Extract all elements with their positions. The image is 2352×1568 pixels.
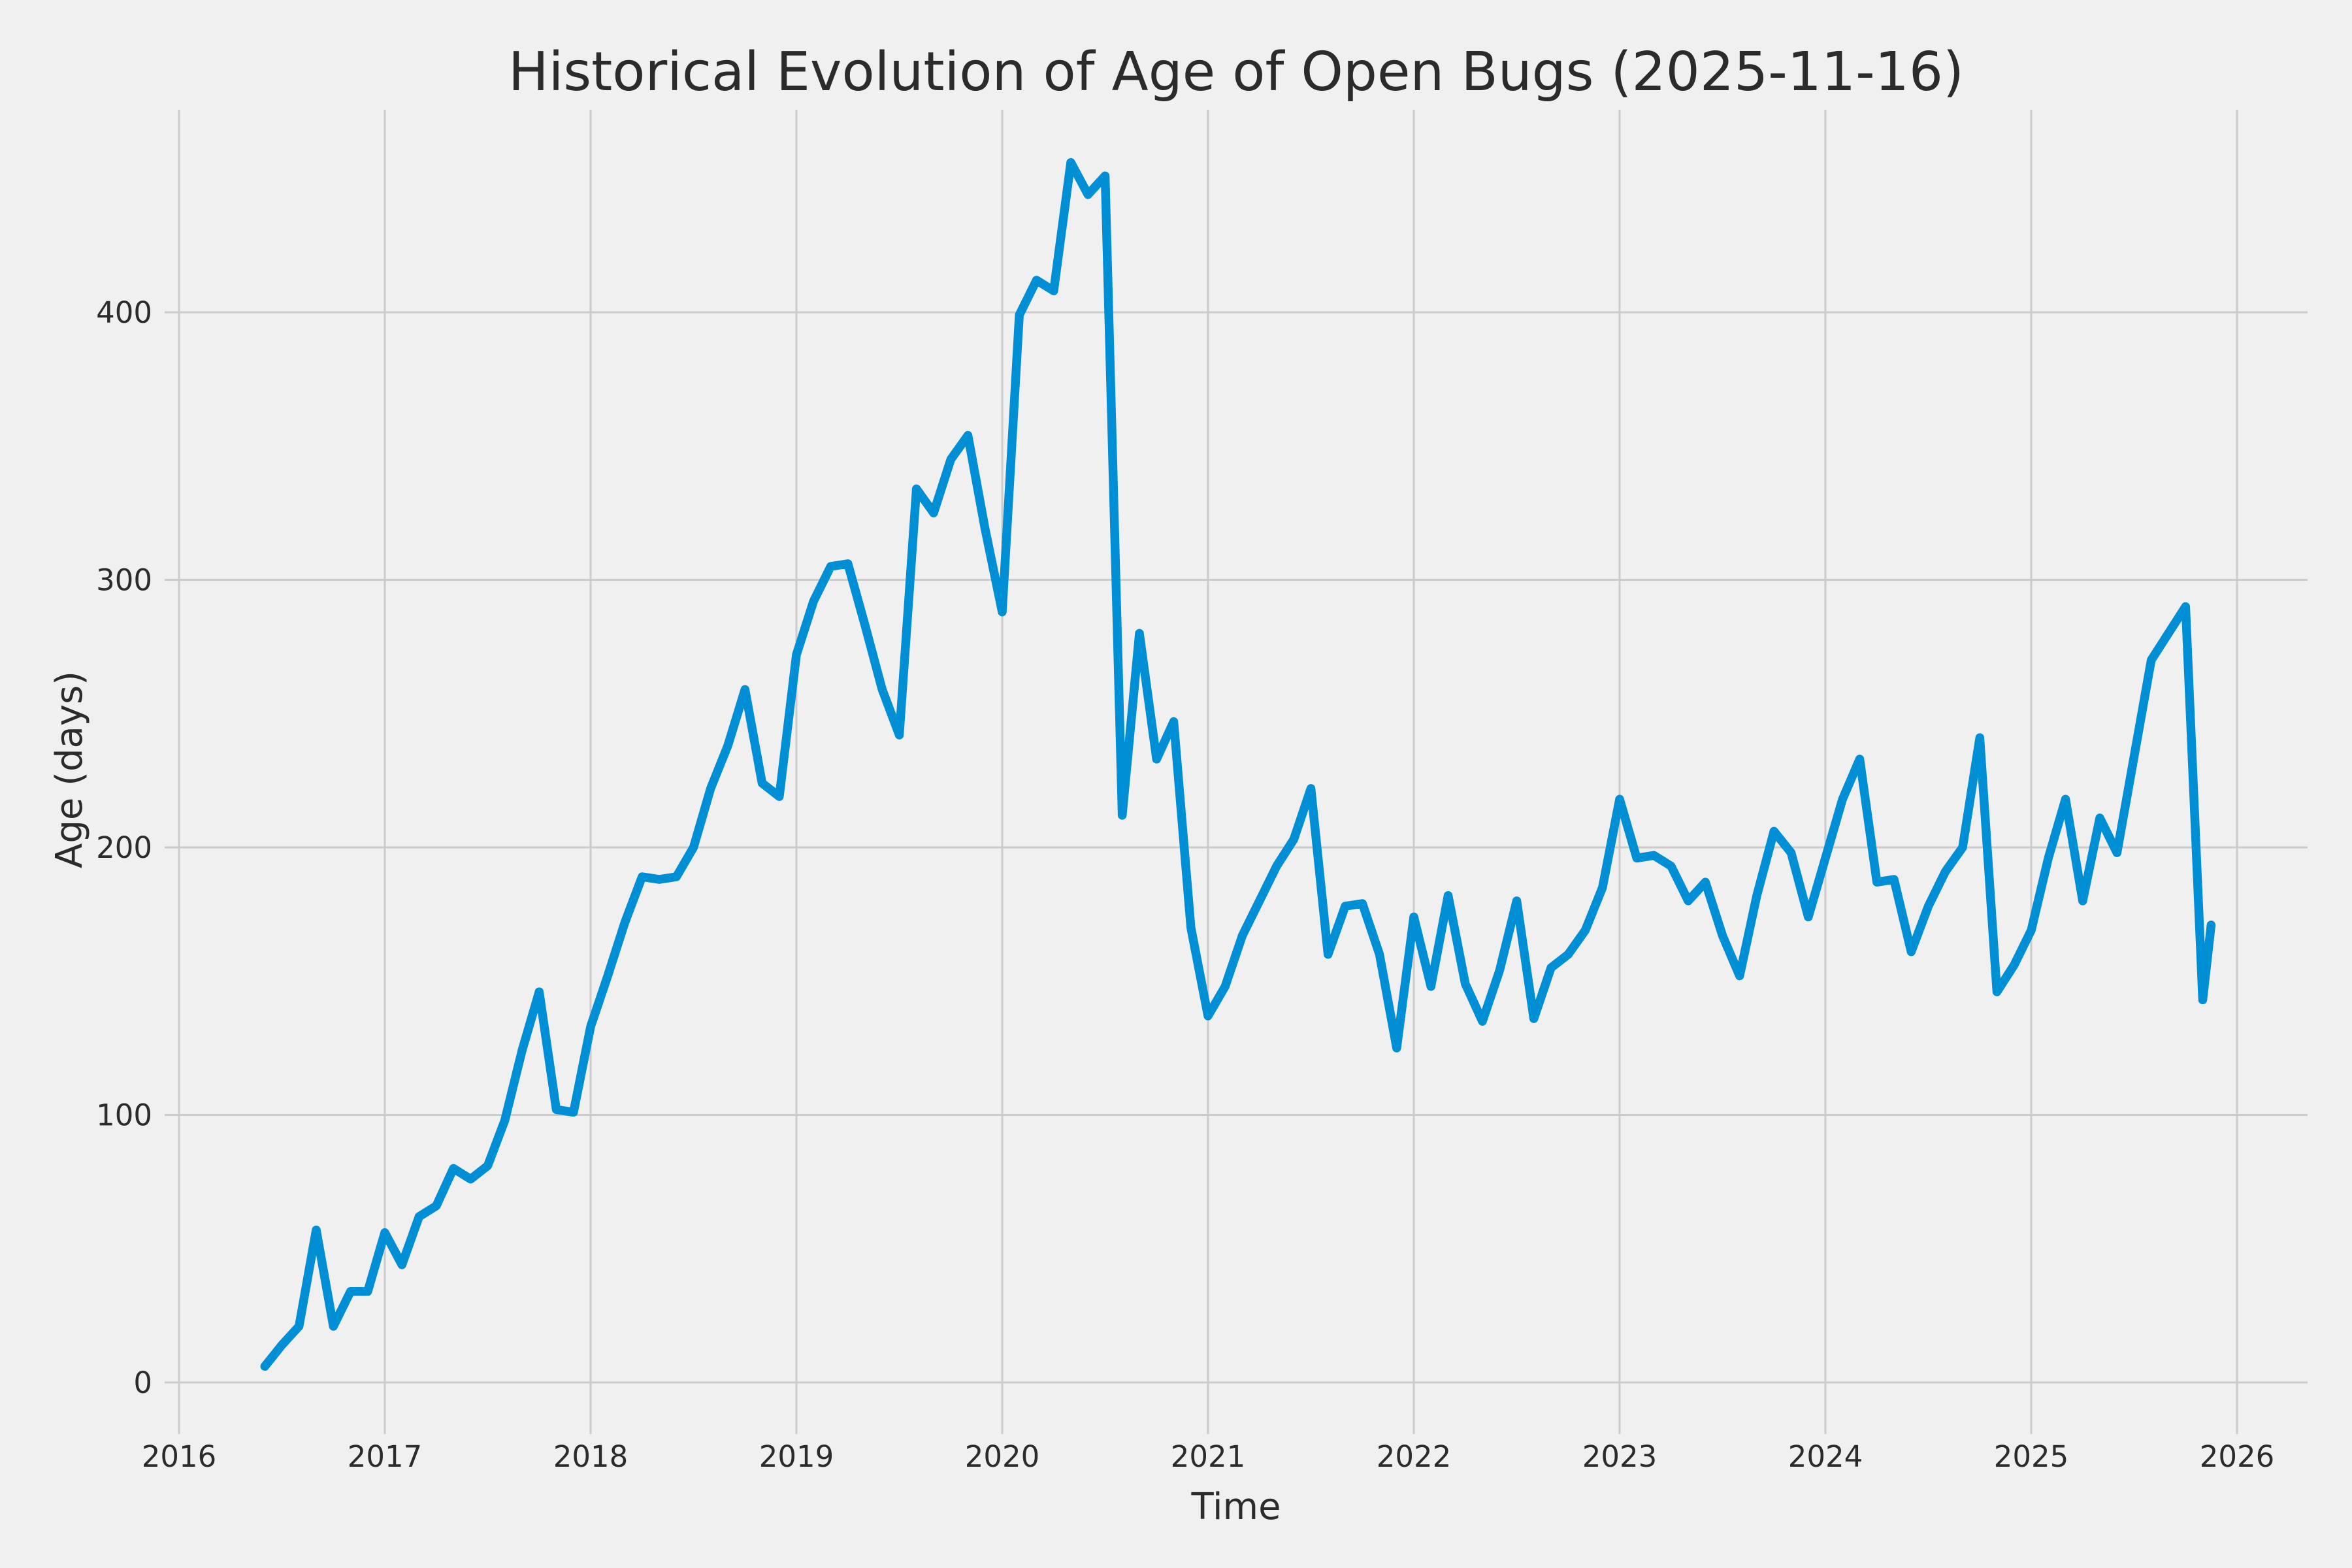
y-tick-label: 0	[133, 1365, 152, 1400]
y-tick-labels: 0 100 200 300 400	[96, 295, 152, 1400]
x-tick-label: 2022	[1377, 1439, 1452, 1474]
y-tick-label: 300	[96, 563, 152, 598]
data-line	[260, 157, 2216, 1371]
x-tick-label: 2025	[1994, 1439, 2069, 1474]
x-tick-label: 2023	[1582, 1439, 1658, 1474]
x-axis-label: Time	[1190, 1486, 1281, 1528]
x-tick-label: 2021	[1171, 1439, 1246, 1474]
y-tick-label: 100	[96, 1098, 152, 1133]
chart-title: Historical Evolution of Age of Open Bugs…	[508, 41, 1964, 103]
plot-area	[165, 110, 2308, 1434]
y-tick-label: 200	[96, 830, 152, 865]
x-tick-label: 2020	[965, 1439, 1040, 1474]
x-tick-label: 2018	[553, 1439, 629, 1474]
y-axis-label: Age (days)	[48, 671, 91, 868]
gridlines	[165, 110, 2308, 1434]
x-tick-label: 2019	[759, 1439, 834, 1474]
x-tick-label: 2016	[142, 1439, 217, 1474]
x-tick-labels: 2016 2017 2018 2019 2020 2021 2022 2023 2024 2025…	[142, 1439, 2275, 1474]
y-tick-label: 400	[96, 295, 152, 330]
x-tick-label: 2026	[2200, 1439, 2275, 1474]
x-tick-label: 2024	[1788, 1439, 1863, 1474]
x-tick-label: 2017	[348, 1439, 423, 1474]
